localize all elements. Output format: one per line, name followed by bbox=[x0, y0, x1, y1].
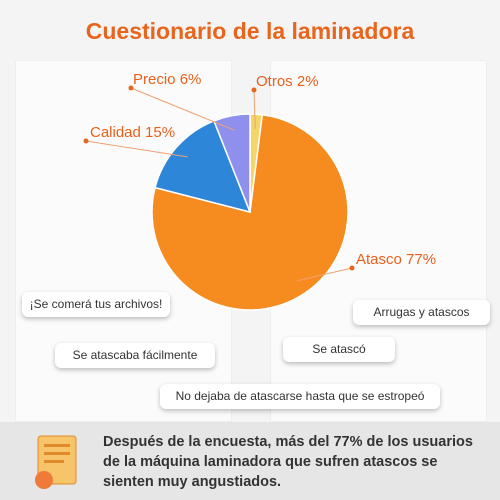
slice-category: Calidad bbox=[90, 124, 141, 141]
pie-slice bbox=[154, 119, 252, 214]
leader-dot bbox=[349, 265, 355, 271]
icon-line bbox=[44, 460, 64, 463]
slice-value: 2% bbox=[297, 73, 319, 90]
slice-label: Atasco 77% bbox=[356, 251, 436, 268]
slice-label: Otros 2% bbox=[256, 73, 319, 90]
leader-line bbox=[130, 87, 235, 131]
footer-text: Después de la encuesta, más del 77% de l… bbox=[103, 434, 473, 490]
leader-line bbox=[85, 140, 188, 158]
leader-line bbox=[296, 267, 353, 282]
footer-band bbox=[0, 422, 500, 500]
comment-bubble: Arrugas y atascos bbox=[353, 300, 490, 325]
slice-value: 77% bbox=[406, 251, 436, 268]
comment-bubble: Se atascó bbox=[283, 337, 395, 362]
comment-bubble: Se atascaba fácilmente bbox=[55, 343, 215, 368]
pie: Otros 2% Atasco 77% Calidad 15% Precio 6% bbox=[83, 71, 436, 311]
icon-line bbox=[44, 444, 70, 447]
leader-line bbox=[253, 89, 256, 129]
icon-line bbox=[44, 452, 70, 455]
pie-slice bbox=[212, 113, 251, 213]
leader-dot bbox=[83, 138, 89, 144]
chart: Cuestionario de la laminadora Otros 2% At… bbox=[83, 18, 436, 311]
slice-category: Precio bbox=[133, 71, 176, 88]
slice-value: 6% bbox=[180, 71, 202, 88]
comment-bubble: No dejaba de atascarse hasta que se estr… bbox=[160, 384, 440, 409]
chart-title: Cuestionario de la laminadora bbox=[86, 18, 415, 44]
slice-category: Otros bbox=[256, 73, 293, 90]
comment-bubble: ¡Se comerá tus archivos! bbox=[22, 292, 170, 317]
leader-dot bbox=[128, 85, 134, 91]
document-icon bbox=[35, 435, 77, 489]
slice-value: 15% bbox=[145, 124, 175, 141]
slice-label: Calidad 15% bbox=[90, 124, 175, 141]
slice-category: Atasco bbox=[356, 251, 402, 268]
leader-dot bbox=[251, 87, 257, 93]
slice-label: Precio 6% bbox=[133, 71, 201, 88]
icon-badge bbox=[35, 471, 53, 489]
